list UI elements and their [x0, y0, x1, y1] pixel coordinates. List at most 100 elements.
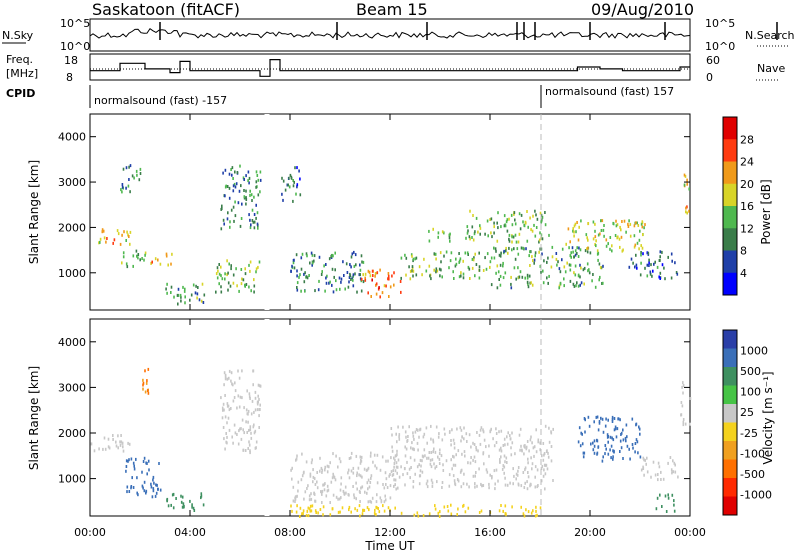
- range-cell: [426, 485, 429, 489]
- range-cell: [220, 274, 222, 278]
- range-cell: [172, 492, 175, 496]
- range-cell: [570, 255, 572, 259]
- range-cell: [415, 428, 418, 431]
- range-cell: [236, 406, 238, 410]
- range-cell: [460, 274, 462, 278]
- range-cell: [416, 465, 419, 469]
- range-cell: [296, 288, 299, 292]
- range-cell: [241, 277, 243, 281]
- range-cell: [441, 230, 444, 234]
- range-cell: [683, 173, 686, 177]
- range-cell: [680, 413, 683, 417]
- range-cell: [435, 270, 437, 274]
- range-cell: [115, 444, 118, 448]
- range-cell: [333, 475, 336, 479]
- range-cell: [325, 263, 327, 266]
- range-cell: [384, 471, 387, 475]
- range-cell: [165, 254, 168, 258]
- range-cell: [520, 484, 523, 488]
- range-cell: [626, 435, 628, 439]
- range-cell: [192, 506, 195, 510]
- range-cell: [640, 244, 642, 248]
- range-cell: [502, 464, 505, 468]
- range-cell: [429, 462, 432, 466]
- range-cell: [101, 228, 104, 232]
- range-cell: [661, 263, 664, 267]
- range-cell: [142, 486, 144, 490]
- range-cell: [440, 454, 443, 458]
- range-cell: [435, 257, 437, 261]
- range-cell: [459, 426, 462, 430]
- range-cell: [612, 449, 614, 453]
- range-cell: [632, 446, 634, 450]
- range-cell: [235, 182, 238, 186]
- range-cell: [405, 435, 407, 439]
- range-cell: [224, 277, 226, 281]
- range-cell: [569, 254, 572, 258]
- range-cell: [255, 440, 258, 444]
- range-cell: [112, 438, 114, 441]
- range-cell: [476, 431, 478, 434]
- range-cell: [620, 446, 623, 450]
- range-cell: [573, 284, 576, 288]
- range-cell: [243, 178, 245, 181]
- range-cell: [500, 449, 503, 453]
- range-cell: [348, 505, 351, 509]
- range-cell: [228, 369, 231, 373]
- range-cell: [228, 172, 231, 176]
- range-cell: [452, 438, 455, 442]
- range-cell: [257, 193, 260, 197]
- range-cell: [410, 466, 412, 469]
- range-cell: [453, 455, 455, 459]
- range-cell: [250, 223, 252, 227]
- range-cell: [450, 443, 452, 447]
- range-cell: [198, 298, 201, 302]
- range-cell: [493, 231, 495, 235]
- range-cell: [242, 428, 244, 432]
- range-cell: [577, 238, 580, 242]
- range-cell: [371, 269, 374, 273]
- range-cell: [418, 265, 421, 269]
- range-cell: [425, 269, 428, 273]
- range-cell: [574, 273, 577, 277]
- range-cell: [515, 240, 518, 244]
- range-cell: [479, 428, 482, 432]
- range-cell: [495, 271, 497, 275]
- range-cell: [177, 293, 180, 297]
- range-cell: [673, 499, 675, 503]
- range-cell: [249, 397, 251, 400]
- range-cell: [247, 420, 249, 424]
- range-cell: [256, 185, 258, 189]
- range-cell: [472, 474, 475, 478]
- range-cell: [472, 238, 475, 242]
- range-cell: [444, 432, 446, 436]
- range-cell: [374, 274, 376, 278]
- range-cell: [166, 282, 168, 286]
- range-cell: [369, 481, 372, 484]
- range-cell: [515, 477, 517, 481]
- range-cell: [641, 246, 644, 250]
- range-cell: [364, 278, 367, 282]
- range-cell: [99, 237, 102, 241]
- range-cell: [367, 478, 370, 482]
- range-cell: [443, 427, 446, 431]
- range-cell: [476, 484, 478, 488]
- range-cell: [251, 219, 254, 222]
- range-cell: [421, 470, 424, 474]
- range-cell: [524, 466, 527, 470]
- range-cell: [308, 274, 310, 277]
- range-cell: [529, 264, 531, 267]
- range-cell: [258, 426, 260, 429]
- noise-right-tick-top: 10^5: [705, 17, 735, 30]
- range-cell: [313, 259, 315, 263]
- range-cell: [253, 220, 256, 224]
- range-cell: [105, 240, 107, 244]
- range-cell: [452, 270, 454, 274]
- range-cell: [686, 182, 688, 186]
- range-cell: [519, 270, 522, 274]
- range-cell: [253, 284, 256, 288]
- range-cell: [626, 444, 629, 448]
- range-cell: [318, 279, 320, 283]
- range-cell: [508, 237, 510, 241]
